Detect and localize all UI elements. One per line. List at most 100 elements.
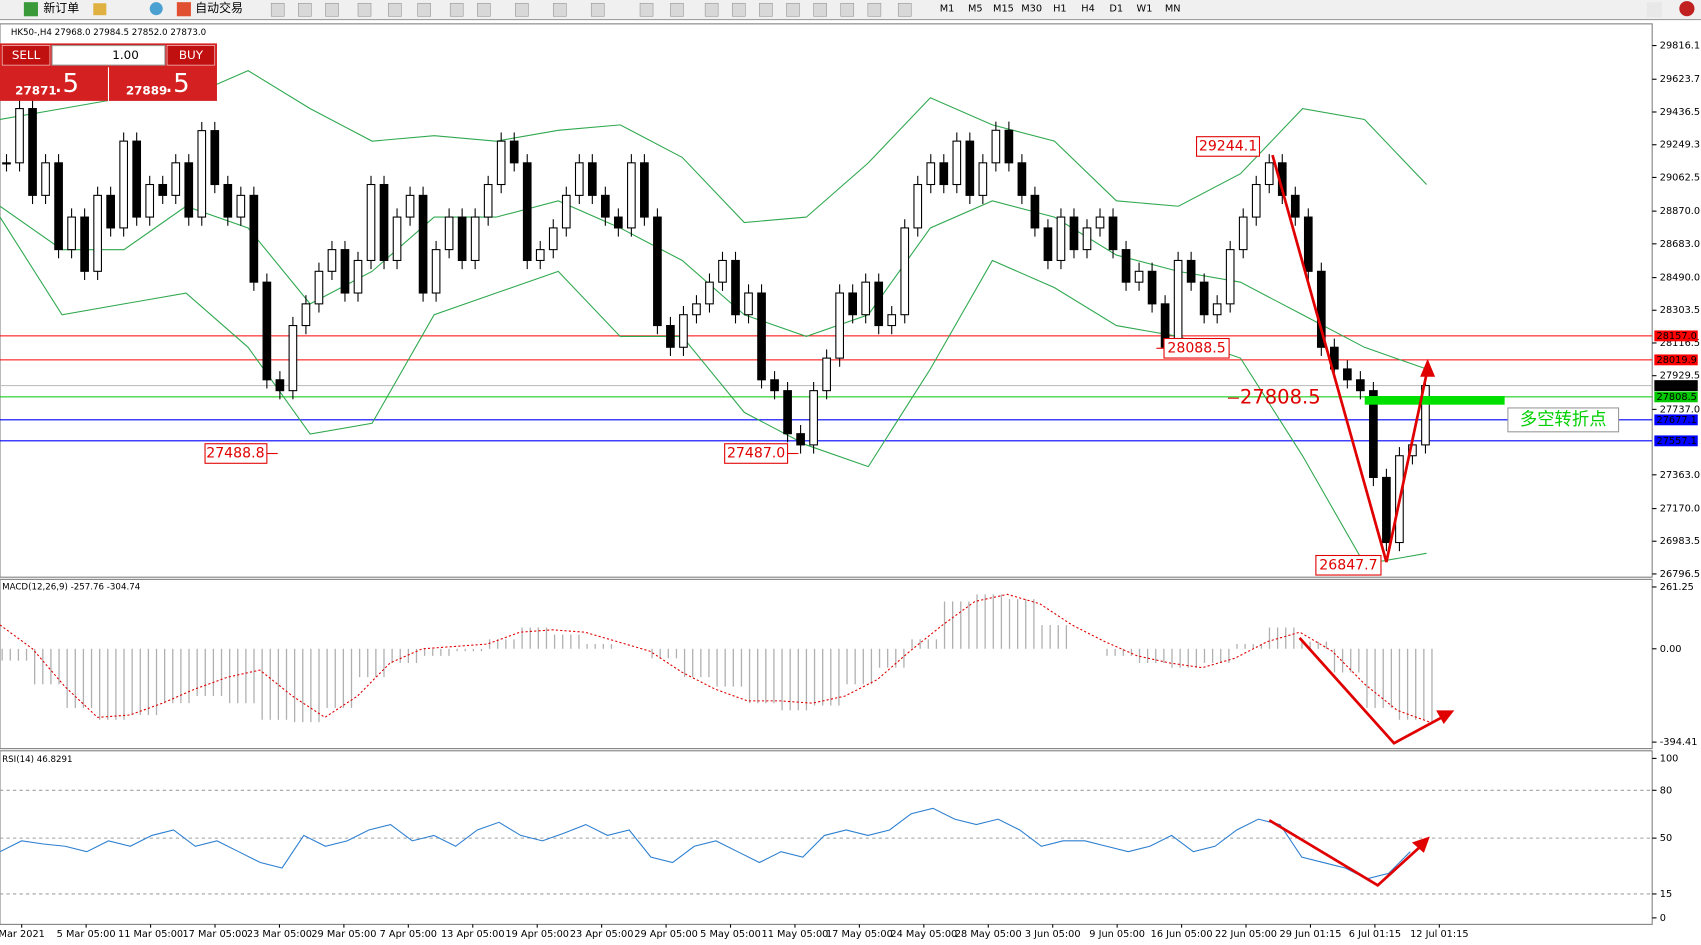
new-order-icon[interactable] (23, 2, 38, 17)
timeframe-button[interactable]: H4 (1081, 4, 1095, 15)
candle (1069, 216, 1079, 251)
timeframe-button[interactable]: M1 (940, 4, 955, 15)
candle (835, 292, 844, 359)
timeframe-button[interactable]: M5 (968, 4, 983, 15)
arrow-head (1436, 710, 1455, 724)
candle (705, 281, 714, 305)
toolbar-icon[interactable] (477, 2, 491, 17)
candle (952, 140, 962, 186)
plot-layer: 29816.1 29623.7 29436.5 29249.3 29062.5 28870… (0, 41, 1700, 940)
candle (1082, 227, 1092, 251)
timeframe-button[interactable]: D1 (1109, 4, 1123, 15)
timeframe-button[interactable]: H1 (1053, 4, 1067, 15)
x-tick-label: 17 Mar 05:00 (182, 929, 247, 940)
toolbar-icon[interactable] (325, 2, 339, 17)
sell-price[interactable]: 27871 (15, 84, 56, 98)
y-tick-label: 28683.0 (1660, 239, 1700, 250)
timeframe-button[interactable]: W1 (1137, 4, 1153, 15)
price-label: 27488.8 (206, 446, 264, 462)
candle (653, 216, 662, 327)
toolbar-icon[interactable] (270, 2, 285, 17)
x-tick-label: 11 Mar 05:00 (118, 929, 183, 940)
level-tag (1654, 391, 1698, 403)
candle (236, 194, 246, 218)
y-tick-label: 0.00 (1660, 644, 1682, 655)
y-tick-label: 29062.5 (1660, 172, 1700, 183)
arrow-head (1411, 836, 1430, 853)
toolbar-icon[interactable] (149, 2, 163, 16)
level-tag (1654, 435, 1698, 447)
sell-label[interactable]: SELL (12, 48, 41, 62)
y-tick-label: 80 (1660, 785, 1672, 796)
candle (1225, 249, 1235, 305)
new-order-button[interactable]: 新订单 (43, 1, 79, 15)
candle (379, 183, 389, 262)
candle (535, 249, 545, 262)
toolbar-icon[interactable] (840, 2, 855, 17)
auto-trade-button[interactable]: 自动交易 (195, 1, 243, 15)
candle (1030, 194, 1040, 229)
timeframe-button[interactable]: MN (1165, 4, 1181, 15)
sell-price-fraction[interactable]: .5 (54, 69, 79, 99)
toolbar-icon[interactable] (670, 2, 684, 17)
trend-arrow (1268, 819, 1427, 888)
annotations: 27488.8 27487.0 28088.5 29244.1 26847.7 … (204, 136, 1620, 576)
toolbar-icon[interactable] (417, 2, 431, 17)
buy-price[interactable]: 27889 (126, 84, 167, 98)
toolbar-icon[interactable] (298, 2, 312, 17)
toolbar-icon[interactable] (590, 2, 605, 17)
candle (418, 194, 428, 294)
x-tick-label: 29 Jun 01:15 (1279, 929, 1341, 940)
toolbar-icon[interactable] (357, 2, 372, 17)
search-button[interactable] (1646, 2, 1662, 18)
trend-arrow (1271, 154, 1429, 563)
toolbar-icon[interactable] (786, 2, 800, 17)
x-tick-label: Mar 2021 (0, 929, 45, 940)
auto-trade-icon[interactable] (176, 2, 191, 17)
alert-button[interactable] (1679, 1, 1695, 17)
lot-value[interactable]: 1.00 (112, 48, 139, 62)
candle (171, 162, 181, 196)
candle (509, 140, 519, 164)
level-label: 27677.1 (1657, 415, 1697, 426)
rsi-label: RSI(14) 46.8291 (2, 755, 72, 765)
toolbar-icon[interactable] (93, 3, 107, 16)
toolbar-icons: M1 M5 M15 M30 H1 H4 D1 W1 MN (270, 2, 1181, 17)
toolbar-icon[interactable] (731, 2, 746, 17)
level-tag (1654, 380, 1698, 392)
label-box (204, 443, 268, 464)
toolbar-icon[interactable] (552, 2, 567, 17)
candle (1264, 162, 1274, 186)
toolbar-icon[interactable] (449, 2, 464, 17)
symbol-header: HK50-,H4 27968.0 27984.5 27852.0 27873.0 (11, 28, 206, 38)
buy-label[interactable]: BUY (179, 48, 204, 62)
timeframe-button[interactable]: M30 (1021, 4, 1042, 15)
candle (1043, 227, 1053, 262)
toolbar-icon[interactable] (759, 2, 773, 17)
candle (275, 379, 285, 392)
toolbar-icon[interactable] (639, 2, 654, 17)
candle (978, 162, 988, 196)
toolbar-icon[interactable] (867, 2, 882, 17)
toolbar-icon[interactable] (704, 2, 719, 17)
buy-button[interactable] (166, 45, 216, 66)
rsi-line (0, 807, 1411, 880)
price-label: 27487.0 (727, 446, 785, 462)
sell-button[interactable] (1, 45, 51, 66)
candle (939, 162, 949, 186)
candle (444, 216, 454, 251)
buy-price-fraction[interactable]: .5 (165, 69, 190, 99)
lot-input[interactable] (51, 45, 166, 66)
candle (67, 216, 76, 251)
y-tick-label: 27929.5 (1660, 371, 1700, 382)
toolbar-icon[interactable] (813, 2, 827, 17)
toolbar-icon[interactable] (897, 2, 912, 17)
y-tick-label: 0 (1660, 913, 1666, 924)
candle (614, 216, 623, 229)
toolbar-icon[interactable] (515, 2, 529, 17)
x-tick-label: 23 Mar 05:00 (247, 929, 312, 940)
x-tick-label: 24 May 05:00 (890, 929, 957, 940)
toolbar-icon[interactable] (388, 2, 402, 17)
timeframe-button[interactable]: M15 (993, 4, 1014, 15)
y-tick-label: 28490.0 (1660, 273, 1700, 284)
